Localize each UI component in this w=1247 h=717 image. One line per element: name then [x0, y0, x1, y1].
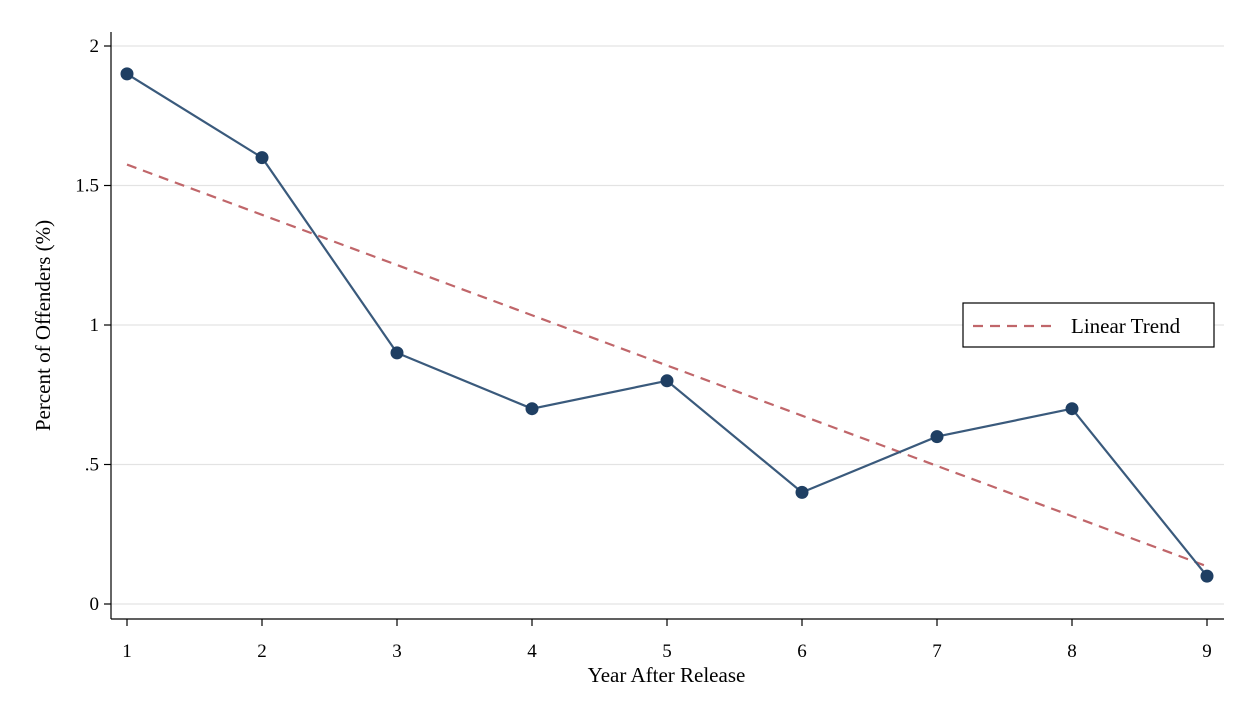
x-tick-label: 8 — [1067, 641, 1077, 662]
x-tick-label: 9 — [1202, 641, 1212, 662]
x-tick-label: 6 — [797, 641, 807, 662]
data-point — [660, 374, 674, 388]
trend-line — [126, 163, 1208, 568]
data-point — [255, 151, 269, 165]
y-tick-label: 1 — [90, 315, 100, 336]
x-tick-label: 3 — [392, 641, 402, 662]
data-point — [1200, 569, 1214, 583]
x-tick-label: 2 — [257, 641, 267, 662]
y-tick-label: 2 — [90, 36, 100, 57]
data-point — [795, 485, 809, 499]
gridlines — [111, 45, 1224, 605]
data-point — [1065, 402, 1079, 416]
series — [120, 67, 1214, 583]
axes: 0 .5 1 1.5 2 1 2 3 4 5 6 7 8 9 — [75, 32, 1224, 662]
x-tick-label: 1 — [122, 641, 132, 662]
data-point — [120, 67, 134, 81]
x-tick-label: 4 — [527, 641, 537, 662]
x-axis-title: Year After Release — [588, 663, 746, 687]
y-axis-title: Percent of Offenders (%) — [31, 220, 55, 431]
legend-box — [962, 302, 1215, 348]
y-tick-label: .5 — [85, 455, 99, 476]
data-point — [525, 402, 539, 416]
y-tick-label: 0 — [90, 594, 100, 615]
data-point — [390, 346, 404, 360]
x-tick-label: 7 — [932, 641, 942, 662]
legend: Linear Trend — [962, 302, 1215, 348]
data-point — [930, 430, 944, 444]
legend-label-linear-trend: Linear Trend — [1071, 314, 1181, 338]
y-tick-label: 1.5 — [75, 176, 99, 197]
x-tick-label: 5 — [662, 641, 672, 662]
